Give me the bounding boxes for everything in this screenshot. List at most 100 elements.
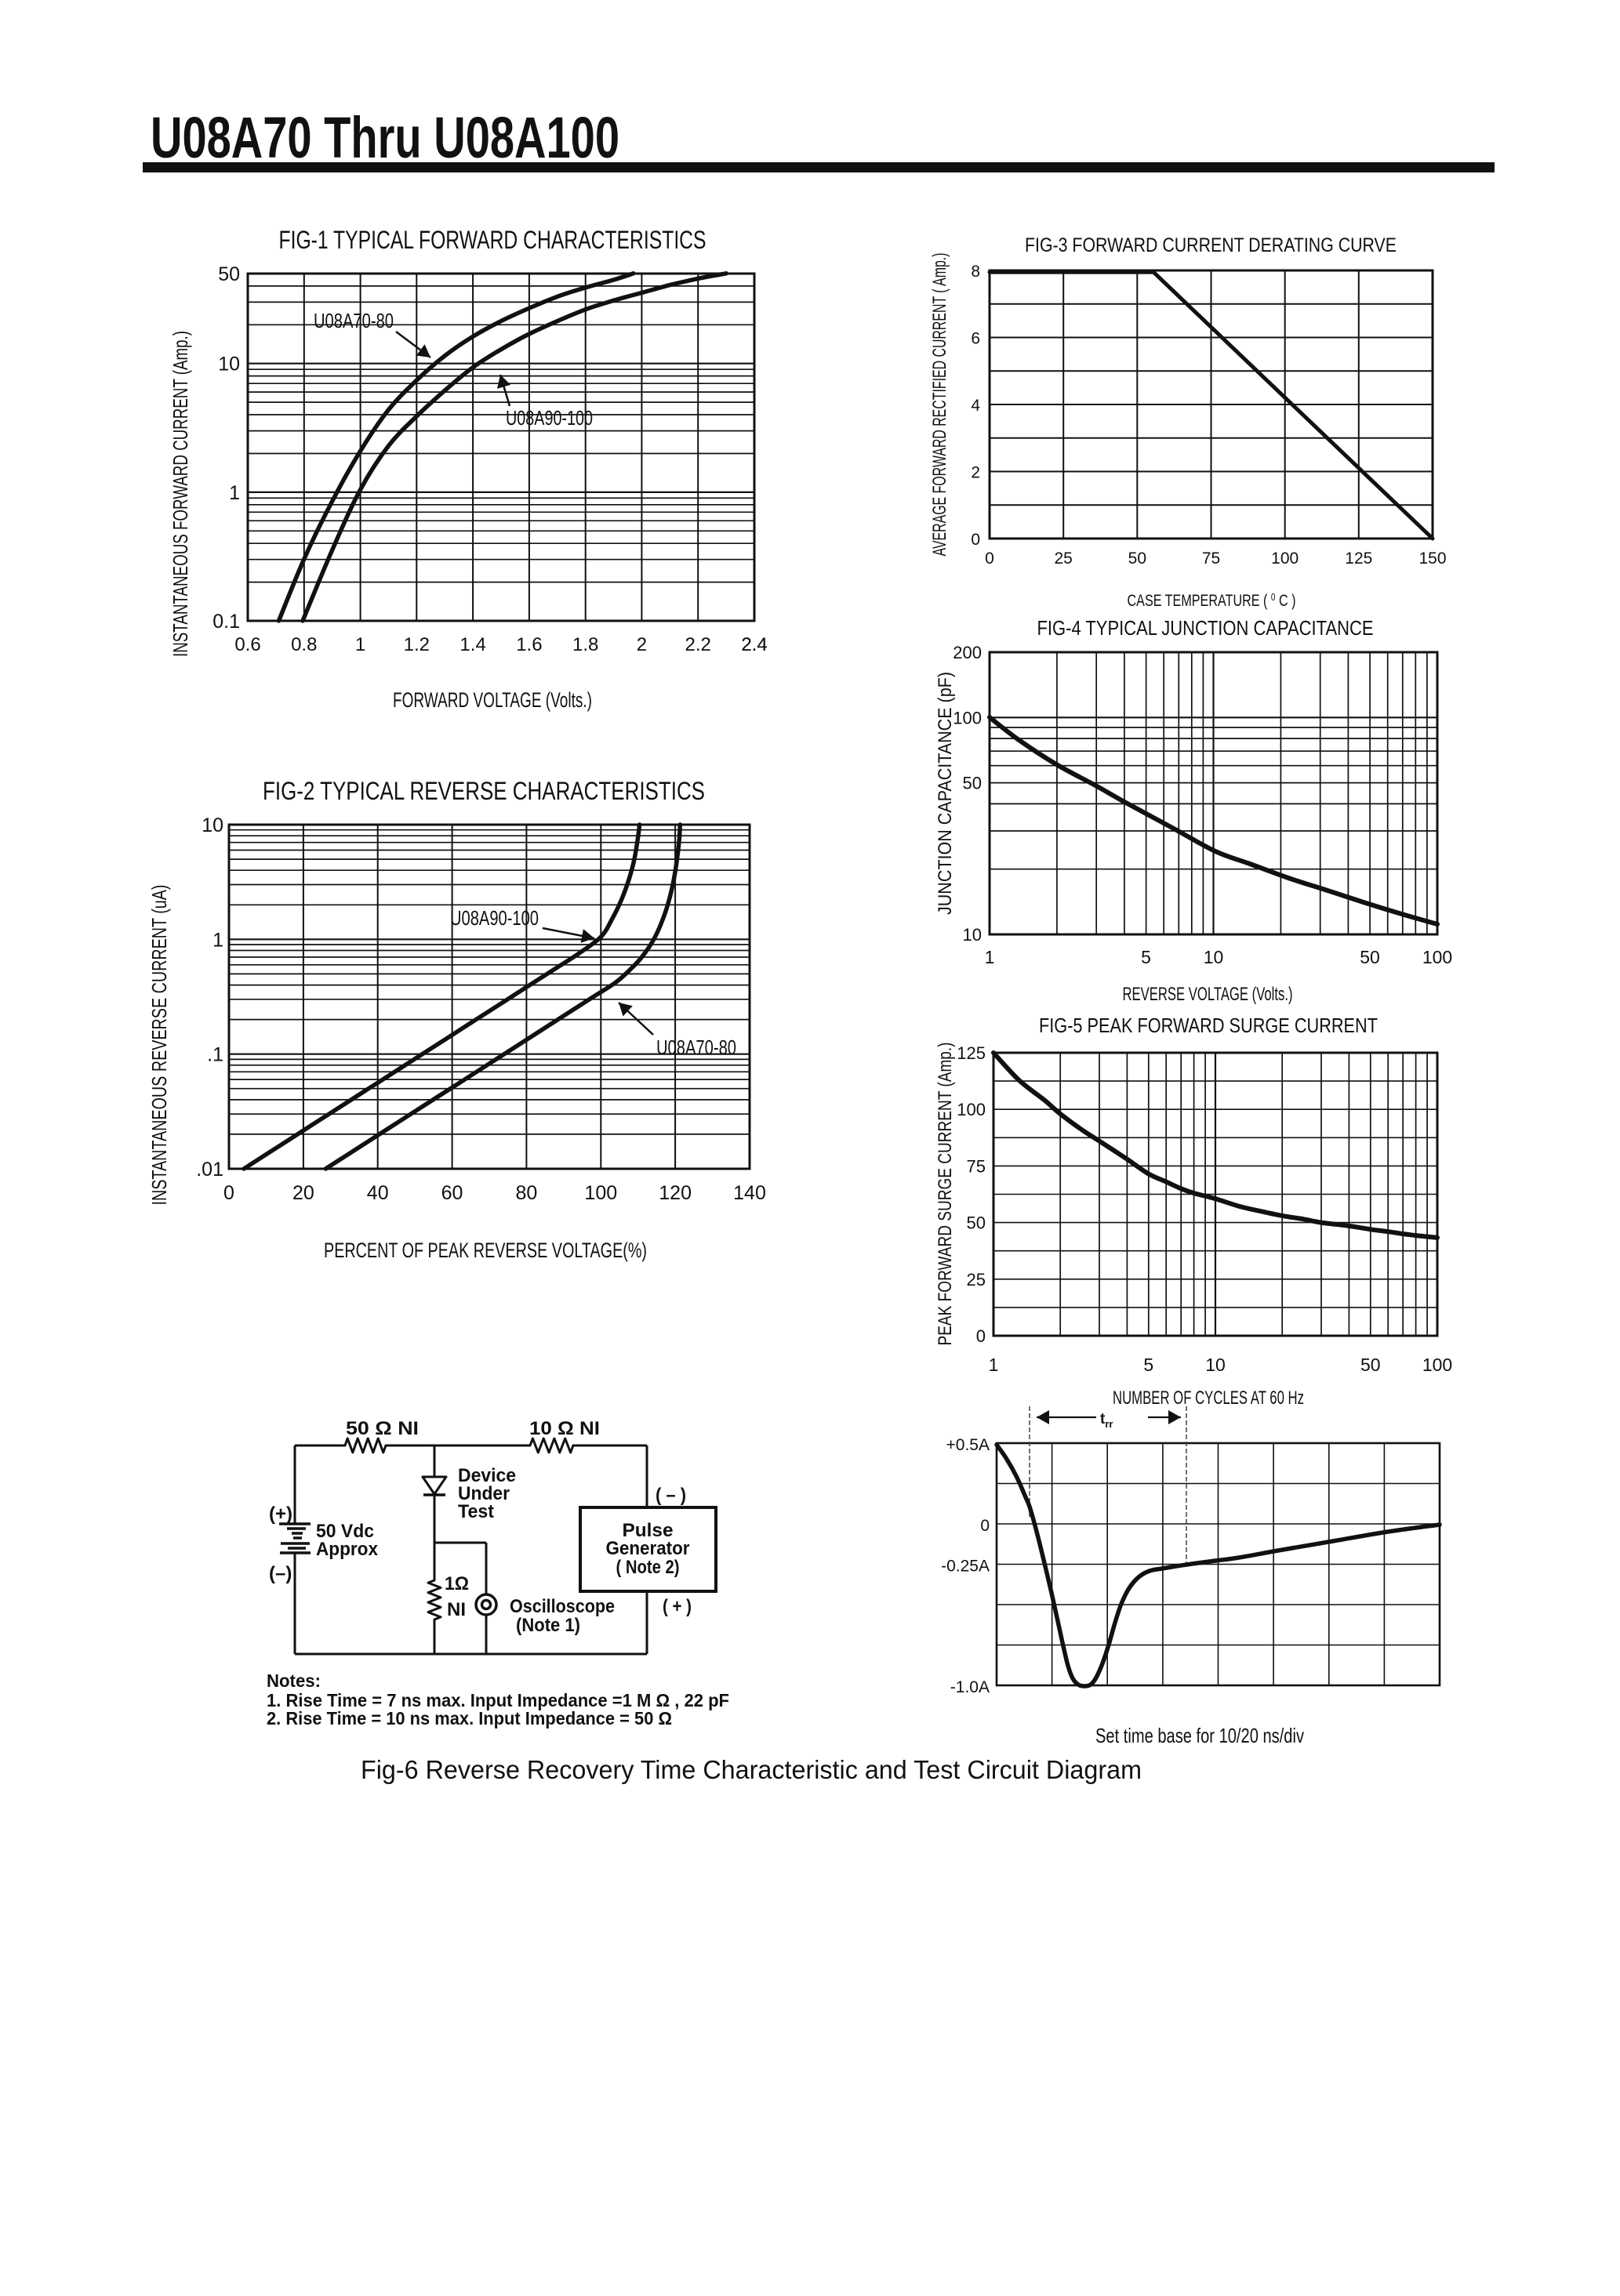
svg-text:75: 75: [1202, 550, 1220, 568]
svg-text:20: 20: [292, 1182, 314, 1204]
svg-text:U08A90-100: U08A90-100: [506, 406, 593, 430]
svg-text:140: 140: [733, 1182, 766, 1204]
svg-text:0: 0: [976, 1326, 986, 1346]
svg-text:2.4: 2.4: [741, 634, 767, 655]
svg-text:Approx: Approx: [316, 1539, 379, 1560]
svg-text:25: 25: [1054, 550, 1072, 568]
svg-text:2.2: 2.2: [685, 634, 711, 655]
svg-text:.1: .1: [207, 1044, 223, 1066]
svg-text:1: 1: [985, 947, 995, 967]
svg-text:(–): (–): [269, 1563, 292, 1584]
svg-text:10: 10: [218, 354, 240, 375]
svg-text:Under: Under: [458, 1483, 510, 1504]
svg-text:0.8: 0.8: [291, 634, 317, 655]
svg-text:5: 5: [1141, 947, 1151, 967]
svg-text:+0.5A: +0.5A: [946, 1436, 990, 1454]
svg-text:10: 10: [1205, 1355, 1226, 1375]
svg-text:0: 0: [985, 550, 994, 568]
svg-text:120: 120: [659, 1182, 692, 1204]
svg-text:10 Ω NI: 10 Ω NI: [529, 1418, 600, 1439]
svg-text:50 Ω NI: 50 Ω NI: [346, 1418, 419, 1439]
svg-text:-0.25A: -0.25A: [941, 1558, 990, 1576]
svg-text:75: 75: [967, 1156, 986, 1176]
svg-text:NUMBER OF CYCLES AT 60 Hz: NUMBER OF CYCLES AT 60 Hz: [1113, 1387, 1304, 1409]
svg-text:U08A70-80: U08A70-80: [656, 1036, 736, 1059]
svg-text:10: 10: [202, 814, 223, 836]
svg-text:PEAK FORWARD SURGE CURRENT (Am: PEAK FORWARD SURGE CURRENT (Amp.): [935, 1043, 956, 1346]
svg-text:8: 8: [971, 263, 980, 281]
svg-text:1: 1: [229, 482, 240, 504]
svg-text:FIG-5 PEAK FORWARD SURGE CURRE: FIG-5 PEAK FORWARD SURGE CURRENT: [1039, 1014, 1378, 1037]
svg-text:FIG-2 TYPICAL REVERSE CHARACTE: FIG-2 TYPICAL REVERSE CHARACTERISTICS: [263, 777, 705, 805]
svg-text:( + ): ( + ): [663, 1596, 692, 1617]
svg-text:50: 50: [1128, 550, 1146, 568]
svg-text:100: 100: [1422, 947, 1452, 967]
svg-text:1. Rise Time = 7 ns max. Input: 1. Rise Time = 7 ns max. Input Impedance…: [267, 1690, 729, 1710]
svg-text:INSTANTANEOUS REVERSE CURRENT: INSTANTANEOUS REVERSE CURRENT (uA): [147, 885, 171, 1206]
svg-text:10: 10: [1204, 947, 1224, 967]
svg-text:5: 5: [1143, 1355, 1153, 1375]
svg-text:Test: Test: [458, 1501, 494, 1522]
svg-text:PERCENT OF PEAK REVERSE VOLTAG: PERCENT OF PEAK REVERSE VOLTAGE(%): [324, 1239, 647, 1262]
svg-text:6: 6: [971, 330, 980, 348]
svg-text:0: 0: [980, 1517, 990, 1535]
svg-text:1.2: 1.2: [404, 634, 430, 655]
svg-text:Device: Device: [458, 1465, 516, 1486]
svg-text:1Ω: 1Ω: [445, 1573, 469, 1594]
svg-text:4: 4: [971, 397, 980, 415]
svg-text:0: 0: [971, 531, 980, 549]
svg-text:25: 25: [967, 1270, 986, 1289]
svg-text:CASE TEMPERATURE ( 0 C ): CASE TEMPERATURE ( 0 C ): [1128, 591, 1296, 610]
svg-text:2: 2: [971, 464, 980, 482]
svg-text:(+): (+): [269, 1503, 292, 1525]
svg-text:125: 125: [957, 1043, 986, 1063]
svg-text:U08A70 Thru U08A100: U08A70 Thru U08A100: [151, 105, 619, 170]
svg-text:100: 100: [957, 1100, 986, 1119]
svg-text:FIG-3 FORWARD CURRENT DERATING: FIG-3 FORWARD CURRENT DERATING CURVE: [1025, 234, 1397, 256]
svg-text:100: 100: [1271, 550, 1299, 568]
svg-text:FIG-1 TYPICAL FORWARD CHARACTE: FIG-1 TYPICAL FORWARD CHARACTERISTICS: [279, 226, 706, 254]
svg-text:50: 50: [963, 774, 982, 793]
svg-text:2.4: 2.4: [741, 634, 767, 655]
svg-text:FIG-4 TYPICAL JUNCTION CAPACIT: FIG-4 TYPICAL JUNCTION CAPACITANCE: [1037, 616, 1374, 640]
svg-text:80: 80: [516, 1182, 538, 1204]
svg-text:NI: NI: [447, 1599, 466, 1620]
svg-text:Set time base for 10/20 ns/di: Set time base for 10/20 ns/div: [1095, 1724, 1304, 1747]
svg-text:200: 200: [953, 643, 982, 662]
svg-text:FORWARD VOLTAGE (Volts.): FORWARD VOLTAGE (Volts.): [393, 688, 592, 712]
svg-text:50: 50: [1360, 947, 1380, 967]
svg-text:.01: .01: [196, 1159, 223, 1181]
svg-text:1: 1: [989, 1355, 999, 1375]
svg-text:0: 0: [223, 1182, 234, 1204]
svg-text:50: 50: [218, 263, 240, 285]
svg-text:1: 1: [212, 929, 223, 951]
svg-text:2. Rise Time = 10 ns max. Inpu: 2. Rise Time = 10 ns max. Input Impedanc…: [267, 1708, 672, 1728]
svg-text:50 Vdc: 50 Vdc: [316, 1521, 374, 1542]
svg-text:Fig-6 Reverse Recovery Time Ch: Fig-6 Reverse Recovery Time Characterist…: [361, 1755, 1142, 1784]
svg-text:100: 100: [584, 1182, 617, 1204]
svg-text:Generator: Generator: [606, 1538, 690, 1559]
svg-text:AVERAGE FORWARD RECTIFIED CURR: AVERAGE FORWARD RECTIFIED CURRENT ( Amp.…: [929, 253, 950, 557]
svg-text:1.4: 1.4: [459, 634, 485, 655]
svg-text:50: 50: [967, 1213, 986, 1233]
svg-text:Notes:: Notes:: [267, 1670, 321, 1691]
svg-text:Oscilloscope: Oscilloscope: [510, 1596, 615, 1617]
svg-text:10: 10: [963, 925, 982, 945]
svg-text:REVERSE VOLTAGE (Volts.): REVERSE VOLTAGE (Volts.): [1123, 984, 1293, 1005]
svg-text:60: 60: [441, 1182, 463, 1204]
svg-text:150: 150: [1418, 550, 1446, 568]
svg-text:0.6: 0.6: [234, 634, 260, 655]
svg-text:125: 125: [1345, 550, 1372, 568]
svg-text:0.1: 0.1: [212, 611, 240, 633]
svg-text:( Note 2): ( Note 2): [616, 1557, 680, 1578]
svg-text:100: 100: [953, 708, 982, 727]
svg-text:-1.0A: -1.0A: [950, 1678, 990, 1696]
svg-text:1.8: 1.8: [572, 634, 598, 655]
svg-text:U08A90-100: U08A90-100: [450, 906, 539, 930]
svg-text:50: 50: [1360, 1355, 1381, 1375]
svg-text:1.6: 1.6: [516, 634, 542, 655]
svg-text:100: 100: [1422, 1355, 1452, 1375]
svg-text:INSTANTANEOUS FORWARD CURRENT: INSTANTANEOUS FORWARD CURRENT (Amp.): [169, 331, 192, 657]
svg-text:Pulse: Pulse: [623, 1520, 674, 1541]
svg-text:40: 40: [367, 1182, 389, 1204]
